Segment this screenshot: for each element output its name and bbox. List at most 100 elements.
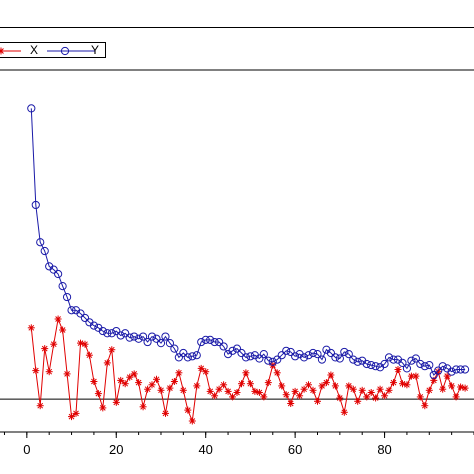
legend-x-label: X	[30, 43, 39, 57]
series-x-point	[403, 381, 411, 389]
series-y-point	[62, 292, 72, 302]
series-x-point	[50, 340, 58, 348]
series-x-point	[390, 379, 397, 387]
series-y-point	[183, 353, 192, 362]
series-x-point	[327, 371, 335, 379]
x-tick-label: 80	[377, 442, 391, 457]
series-x-point	[358, 386, 366, 394]
series-y-point	[98, 326, 107, 336]
series-y-point	[161, 332, 170, 341]
series-x-point	[367, 389, 375, 396]
series-y-point	[456, 365, 465, 374]
series-y-point	[344, 350, 353, 359]
series-y-point	[31, 200, 40, 210]
series-y-point	[362, 359, 371, 369]
series-y-point	[367, 360, 376, 370]
series-y-point	[313, 350, 322, 359]
series-x-point	[27, 324, 35, 332]
series-x-point	[273, 369, 281, 377]
series-x-point	[264, 379, 272, 387]
series-x-point	[126, 373, 134, 381]
series-x-point	[399, 380, 406, 388]
series-y-point	[125, 333, 134, 342]
chart-legend: X Y	[0, 42, 106, 58]
series-y-point	[80, 313, 90, 323]
series-x-point	[130, 370, 138, 378]
series-y-point	[228, 346, 237, 355]
series-y-point	[380, 359, 389, 369]
series-x-point	[54, 315, 62, 323]
series-x-point	[349, 385, 357, 393]
series-x-point	[36, 402, 44, 410]
series-y-point	[353, 357, 362, 366]
series-x-point	[296, 392, 304, 400]
series-y-point	[215, 337, 224, 347]
series-x-point	[461, 384, 469, 392]
series-x-point	[99, 404, 107, 412]
series-x-point	[139, 403, 147, 411]
series-y-point	[232, 344, 242, 353]
series-x-point	[63, 370, 71, 378]
series-y-point	[237, 348, 246, 358]
series-x-point	[121, 380, 129, 388]
series-x-point	[179, 386, 187, 394]
series-y-point	[255, 354, 264, 363]
series-y-point	[179, 348, 188, 358]
series-y-point	[40, 246, 49, 256]
series-y-point	[76, 309, 85, 318]
series-x-point	[188, 417, 196, 425]
series-x-point	[336, 394, 344, 402]
series-y-point	[246, 352, 255, 361]
series-x-point	[117, 376, 125, 384]
series-y-point	[340, 347, 349, 357]
series-y-point	[67, 306, 76, 315]
series-x-point	[193, 382, 201, 390]
series-x-point	[233, 389, 241, 396]
series-x-point	[224, 387, 232, 395]
series-y-point	[89, 321, 99, 330]
series-y-point	[317, 355, 327, 364]
series-x-point	[32, 367, 40, 375]
series-x-point	[184, 406, 192, 414]
series-y-point	[407, 356, 416, 365]
series-x-point	[85, 351, 93, 359]
series-x-point	[322, 379, 330, 387]
series-x-point	[309, 386, 317, 394]
series-y-point	[58, 282, 67, 291]
series-x-point	[144, 385, 152, 393]
series-x-point	[68, 413, 75, 421]
series-x-point	[153, 375, 160, 383]
series-x-point	[94, 390, 102, 398]
series-x-point	[108, 346, 116, 354]
series-y-point	[156, 339, 166, 348]
x-tick-label: 60	[288, 442, 302, 457]
series-x-point	[215, 385, 223, 393]
series-x-point	[354, 397, 362, 405]
series-y-point	[264, 356, 273, 365]
series-x-point	[439, 385, 447, 393]
series-x-point	[412, 372, 420, 380]
series-x-point	[318, 382, 326, 390]
series-x-point	[41, 345, 49, 353]
series-x-point	[421, 402, 429, 410]
series-y-point	[349, 355, 358, 364]
series-x-point	[246, 380, 254, 388]
series-y-point	[326, 348, 336, 358]
series-x-point	[103, 359, 111, 367]
series-y-point	[282, 346, 291, 355]
series-y-point	[36, 238, 45, 247]
series-y-point	[402, 364, 412, 373]
series-x-point	[220, 381, 228, 389]
series-x-point	[166, 384, 174, 392]
series-y-point	[460, 365, 470, 374]
series-y-point	[416, 359, 425, 369]
series-y-point	[277, 351, 286, 360]
series-x-point	[448, 382, 456, 390]
series-y-point	[116, 331, 125, 340]
series-y-point	[197, 337, 206, 347]
series-y-point	[27, 104, 36, 113]
series-x-point	[443, 372, 451, 380]
series-x-point	[340, 408, 348, 416]
series-x-point	[251, 387, 259, 395]
